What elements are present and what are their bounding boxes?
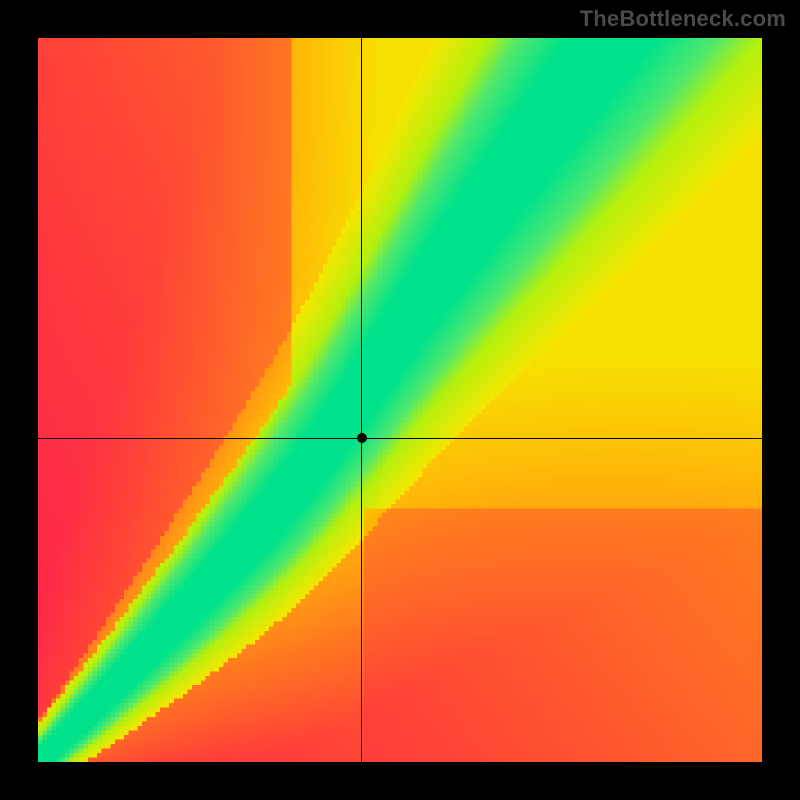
plot-area bbox=[38, 38, 762, 762]
heatmap-canvas bbox=[38, 38, 762, 762]
watermark-text: TheBottleneck.com bbox=[580, 6, 786, 32]
chart-container: TheBottleneck.com bbox=[0, 0, 800, 800]
marker-dot bbox=[357, 433, 367, 443]
crosshair-horizontal bbox=[38, 438, 762, 439]
crosshair-vertical bbox=[361, 38, 362, 762]
